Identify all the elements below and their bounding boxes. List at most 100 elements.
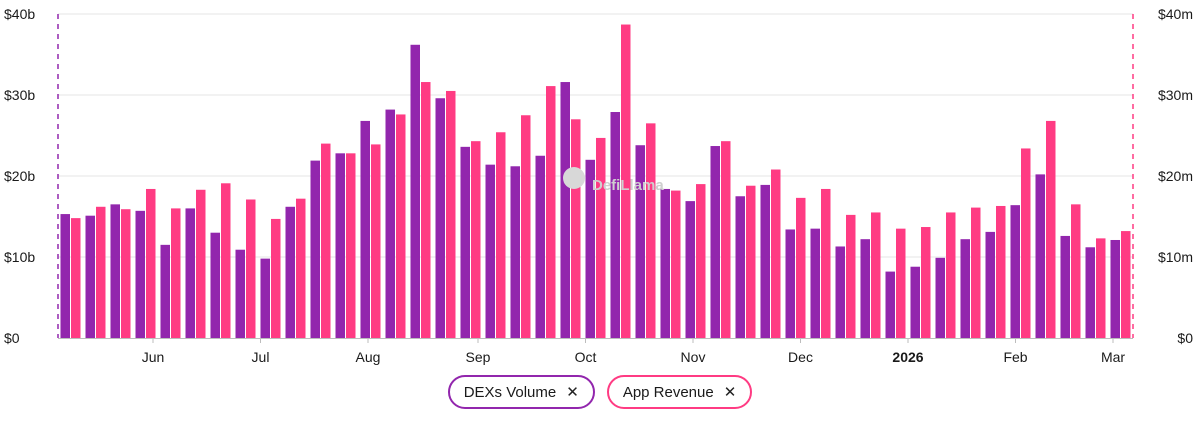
app-revenue-bar[interactable] bbox=[171, 208, 181, 338]
app-revenue-bar[interactable] bbox=[246, 199, 256, 338]
app-revenue-bar[interactable] bbox=[496, 132, 506, 338]
dexs-volume-bar[interactable] bbox=[210, 232, 221, 338]
app-revenue-bar[interactable] bbox=[896, 228, 906, 338]
app-revenue-bar[interactable] bbox=[1021, 148, 1031, 338]
watermark-text: DefiLlama bbox=[592, 177, 664, 194]
app-revenue-bar[interactable] bbox=[321, 143, 331, 338]
dexs-volume-bar[interactable] bbox=[660, 188, 671, 338]
app-revenue-bar[interactable] bbox=[196, 189, 206, 338]
app-revenue-bar[interactable] bbox=[221, 183, 231, 338]
dexs-volume-bar[interactable] bbox=[860, 239, 871, 338]
app-revenue-bar[interactable] bbox=[696, 184, 706, 338]
dexs-volume-bar[interactable] bbox=[385, 109, 396, 338]
dexs-volume-bar[interactable] bbox=[1010, 205, 1021, 338]
dexs-volume-bar[interactable] bbox=[760, 184, 771, 338]
x-tick-label: Jul bbox=[252, 349, 270, 365]
dexs-volume-bar[interactable] bbox=[535, 155, 546, 338]
app-revenue-bar[interactable] bbox=[521, 115, 531, 338]
app-revenue-bar[interactable] bbox=[596, 137, 606, 338]
app-revenue-bar[interactable] bbox=[296, 198, 306, 338]
dexs-volume-bar[interactable] bbox=[735, 196, 746, 338]
dexs-volume-bar[interactable] bbox=[560, 82, 571, 338]
dexs-volume-bar[interactable] bbox=[1110, 239, 1121, 338]
dexs-volume-bar[interactable] bbox=[435, 98, 446, 339]
x-tick-label: Mar bbox=[1101, 349, 1125, 365]
app-revenue-bar[interactable] bbox=[771, 169, 781, 338]
app-revenue-bar[interactable] bbox=[946, 212, 956, 338]
dexs-volume-bar[interactable] bbox=[835, 246, 846, 338]
app-revenue-bar[interactable] bbox=[571, 119, 581, 338]
app-revenue-bar[interactable] bbox=[671, 190, 681, 338]
app-revenue-bar[interactable] bbox=[396, 114, 406, 338]
dexs-volume-bar[interactable] bbox=[460, 146, 471, 338]
app-revenue-bar[interactable] bbox=[146, 188, 156, 338]
dexs-volume-bar[interactable] bbox=[635, 145, 646, 338]
app-revenue-bar[interactable] bbox=[996, 205, 1006, 338]
dexs-volume-bar[interactable] bbox=[260, 258, 271, 338]
app-revenue-bar[interactable] bbox=[271, 218, 281, 338]
dexs-volume-bar[interactable] bbox=[135, 210, 146, 338]
y-left-tick-label: $10b bbox=[4, 249, 35, 265]
app-revenue-bar[interactable] bbox=[121, 209, 131, 338]
dexs-volume-bar[interactable] bbox=[910, 266, 921, 338]
legend-app-revenue[interactable]: App Revenue ✕ bbox=[606, 375, 753, 409]
dexs-volume-bar[interactable] bbox=[360, 120, 371, 338]
dexs-volume-bar[interactable] bbox=[810, 228, 821, 338]
app-revenue-bar[interactable] bbox=[96, 206, 106, 338]
y-left-tick-label: $40b bbox=[4, 6, 35, 22]
dexs-volume-bar[interactable] bbox=[585, 159, 596, 338]
dexs-volume-bar[interactable] bbox=[985, 231, 996, 338]
dexs-volume-bar[interactable] bbox=[1085, 247, 1096, 338]
dexs-volume-bar[interactable] bbox=[410, 44, 421, 338]
dexs-volume-bar[interactable] bbox=[685, 201, 696, 338]
dexs-volume-bar[interactable] bbox=[610, 112, 621, 338]
x-tick-label: Oct bbox=[575, 349, 597, 365]
dexs-volume-bar[interactable] bbox=[885, 271, 896, 338]
close-icon[interactable]: ✕ bbox=[566, 383, 579, 401]
dexs-volume-bar[interactable] bbox=[335, 153, 346, 338]
dexs-volume-bar[interactable] bbox=[160, 244, 171, 338]
legend-dexs-volume[interactable]: DEXs Volume ✕ bbox=[447, 375, 595, 409]
app-revenue-bar[interactable] bbox=[646, 123, 656, 338]
app-revenue-bar[interactable] bbox=[1046, 120, 1056, 338]
app-revenue-bar[interactable] bbox=[721, 141, 731, 338]
dexs-volume-bar[interactable] bbox=[310, 160, 321, 338]
app-revenue-bar[interactable] bbox=[71, 218, 81, 338]
x-tick-label: Dec bbox=[788, 349, 813, 365]
dexs-volume-bar[interactable] bbox=[485, 164, 496, 338]
bars bbox=[60, 24, 1131, 339]
close-icon[interactable]: ✕ bbox=[723, 383, 737, 401]
app-revenue-bar[interactable] bbox=[796, 197, 806, 338]
app-revenue-bar[interactable] bbox=[621, 24, 631, 339]
app-revenue-bar[interactable] bbox=[371, 144, 381, 338]
legend-app-revenue-label: App Revenue bbox=[622, 383, 714, 401]
app-revenue-bar[interactable] bbox=[346, 153, 356, 338]
dexs-volume-bar[interactable] bbox=[60, 214, 71, 338]
app-revenue-bar[interactable] bbox=[421, 82, 431, 338]
dexs-volume-bar[interactable] bbox=[85, 215, 96, 338]
dexs-volume-bar[interactable] bbox=[935, 257, 946, 338]
dexs-volume-bar[interactable] bbox=[235, 249, 246, 338]
app-revenue-bar[interactable] bbox=[1071, 204, 1081, 338]
app-revenue-bar[interactable] bbox=[546, 86, 556, 338]
dexs-volume-bar[interactable] bbox=[710, 146, 721, 338]
app-revenue-bar[interactable] bbox=[471, 141, 481, 338]
app-revenue-bar[interactable] bbox=[1096, 238, 1106, 338]
app-revenue-bar[interactable] bbox=[921, 227, 931, 338]
x-tick-label: Sep bbox=[466, 349, 491, 365]
app-revenue-bar[interactable] bbox=[971, 207, 981, 338]
app-revenue-bar[interactable] bbox=[1121, 231, 1131, 338]
dexs-volume-bar[interactable] bbox=[510, 166, 521, 338]
app-revenue-bar[interactable] bbox=[871, 212, 881, 338]
dexs-volume-bar[interactable] bbox=[960, 239, 971, 338]
dexs-volume-bar[interactable] bbox=[785, 229, 796, 338]
dexs-volume-bar[interactable] bbox=[285, 206, 296, 338]
dexs-volume-bar[interactable] bbox=[1060, 235, 1071, 338]
app-revenue-bar[interactable] bbox=[846, 214, 856, 338]
dexs-volume-bar[interactable] bbox=[110, 204, 121, 338]
app-revenue-bar[interactable] bbox=[746, 185, 756, 338]
dexs-volume-bar[interactable] bbox=[185, 208, 196, 338]
dexs-volume-bar[interactable] bbox=[1035, 174, 1046, 338]
app-revenue-bar[interactable] bbox=[821, 188, 831, 338]
app-revenue-bar[interactable] bbox=[446, 90, 456, 338]
